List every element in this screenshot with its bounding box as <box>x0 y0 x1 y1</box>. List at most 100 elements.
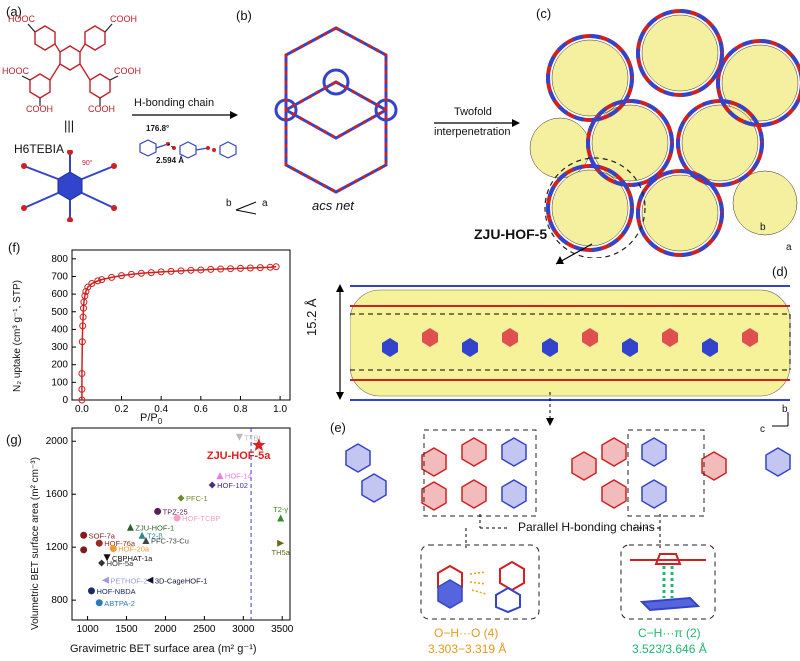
axis-b-label-d: b <box>782 404 788 415</box>
x-tick-label: 1000 <box>76 624 99 635</box>
data-point <box>126 523 134 531</box>
y-tick-label: 400 <box>51 324 68 335</box>
isotherm-xlabel: P/P0 <box>140 412 163 427</box>
arrow-label-interpenetration: interpenetration <box>434 126 511 138</box>
axis-indicator-icon <box>235 201 257 215</box>
data-point-label: PETHOF-2 <box>110 576 147 585</box>
hbond-chain-structure <box>345 429 791 517</box>
isotherm-point <box>82 287 90 295</box>
isotherm-point <box>79 313 87 321</box>
data-point <box>216 472 224 480</box>
axis-b-label: b <box>226 198 232 209</box>
bet-scatter-chart: 1000 1500 2000 2500 3000 3500 800 1200 1600 2000 T… <box>46 427 294 635</box>
y-tick-label: 0 <box>62 395 68 406</box>
panel-label-e: (e) <box>330 420 346 435</box>
isotherm-point <box>256 264 264 272</box>
data-point-label: 3D-CageHOF-1 <box>155 576 208 585</box>
channel-height-label: 15.2 Å <box>304 298 319 336</box>
data-point-label: HOF-NBDA <box>96 587 135 596</box>
y-tick-label: 800 <box>51 595 68 606</box>
data-point <box>109 544 117 552</box>
isotherm-point <box>227 265 235 273</box>
isotherm-point <box>98 276 106 284</box>
data-point <box>80 546 88 554</box>
y-tick-label: 200 <box>51 360 68 371</box>
y-tick-label: 500 <box>51 307 68 318</box>
data-point <box>138 531 146 539</box>
data-point <box>142 537 150 545</box>
isotherm-point <box>207 265 215 273</box>
hbond-oho-label: O−H···O (4) <box>434 626 499 640</box>
x-tick-label: 1500 <box>115 624 138 635</box>
isotherm-point <box>79 322 87 330</box>
isotherm-point <box>217 265 225 273</box>
mol-label-1: HOOC <box>8 14 35 24</box>
isotherm-point <box>81 292 89 300</box>
axis-indicator-icon-d <box>772 412 789 427</box>
mol-label-3: HOOC <box>2 66 29 76</box>
diagonal-arrow-icon <box>555 243 593 265</box>
isotherm-point <box>177 267 185 275</box>
isotherm-point <box>127 270 135 278</box>
data-point <box>277 514 285 522</box>
zju-hof-5-framework <box>529 9 800 258</box>
panel-label-f: (f) <box>8 240 21 255</box>
mol-label-4: COOH <box>114 66 141 76</box>
isotherm-point <box>78 385 86 393</box>
panel-label-b: (b) <box>236 8 252 23</box>
x-tick-label: 0.0 <box>75 404 89 415</box>
isotherm-point <box>84 283 92 291</box>
isotherm-point <box>236 264 244 272</box>
x-tick-label: 1.0 <box>273 404 287 415</box>
angle-label: 90° <box>82 160 93 167</box>
x-tick-label: 2500 <box>193 624 216 635</box>
oh-o-detail <box>420 544 540 620</box>
data-point-label: SOF-7a <box>89 531 116 540</box>
data-point <box>173 514 181 522</box>
data-point <box>277 539 285 547</box>
isotherm-point <box>246 264 254 272</box>
isotherm-ylabel: N₂ uptake (cm³ g⁻¹, STP) <box>12 280 23 392</box>
data-point <box>103 554 111 562</box>
data-point-label: HOF-14 <box>225 472 252 481</box>
data-point <box>98 559 106 567</box>
data-point-label: TTBI <box>244 433 260 442</box>
parallel-chains-label: Parallel H-bonding chains <box>518 520 655 534</box>
arrow-label-twofold: Twofold <box>454 106 492 118</box>
arrow-label-hbond: H-bonding chain <box>134 97 215 109</box>
data-point <box>95 539 103 547</box>
x-tick-label: 2000 <box>154 624 177 635</box>
channel-side-view <box>350 285 791 401</box>
arrow-right-icon-2 <box>434 119 520 127</box>
y-tick-label: 2000 <box>46 436 69 447</box>
hbond-connector-lines <box>465 514 661 548</box>
data-point-label: ABTPA-2 <box>104 599 135 608</box>
data-point-label: HOF-5a <box>107 559 135 568</box>
data-point-label: PFC-1 <box>186 494 208 503</box>
hbond-chpi-range: 3.523/3.646 Å <box>632 642 707 656</box>
x-tick-label: 3500 <box>271 624 294 635</box>
acs-net-structure <box>274 26 398 194</box>
isotherm-line <box>81 266 277 400</box>
hbond-chpi-label: C−H···π (2) <box>638 626 701 640</box>
x-tick-label: 0.4 <box>154 404 168 415</box>
axis-b-label-c: b <box>760 222 766 233</box>
bet-xlabel: Gravimetric BET surface area (m² g⁻¹) <box>70 643 257 655</box>
isotherm-point <box>78 396 86 404</box>
data-point <box>208 481 216 489</box>
x-tick-label: 0.6 <box>194 404 208 415</box>
isotherm-point <box>94 277 102 285</box>
data-point-label: ZJU-HOF-1 <box>135 523 174 532</box>
data-point-label: HOF-TCBP <box>182 514 220 523</box>
mol-label-5: COOH <box>26 104 53 114</box>
axis-a-label: a <box>262 198 268 209</box>
chain-angle: 176.8° <box>146 124 170 133</box>
bet-ylabel: Volumetric BET surface area (m² cm⁻³) <box>30 457 41 630</box>
isotherm-point <box>78 370 86 378</box>
x-tick-label: 3000 <box>232 624 255 635</box>
acs-net-caption: acs net <box>312 198 354 213</box>
mol-label-6: COOH <box>88 104 115 114</box>
hbond-chain-fragment <box>139 139 237 159</box>
plot-frame <box>71 427 291 621</box>
x-tick-label: 0.8 <box>234 404 248 415</box>
